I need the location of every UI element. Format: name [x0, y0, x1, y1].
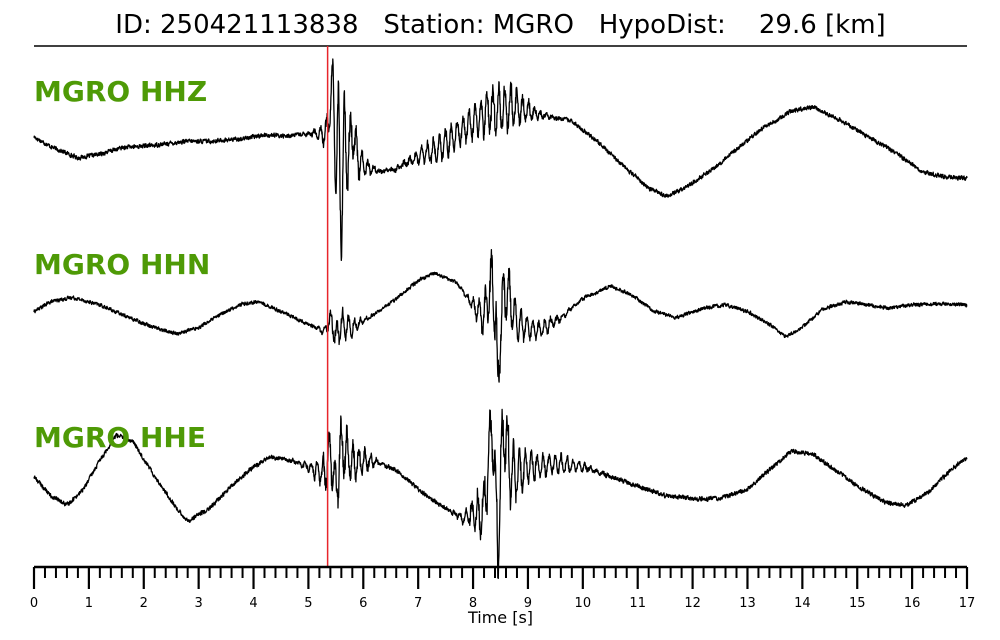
- hypodist-value: 29.6: [758, 10, 817, 40]
- x-tick-label: 14: [794, 596, 811, 611]
- waveform-trace-1: [33, 58, 968, 262]
- channel-label-3: MGRO HHE: [34, 421, 206, 454]
- x-tick-label: 13: [739, 596, 756, 611]
- station-code: MGRO: [492, 10, 574, 40]
- waveform-trace-2: [33, 249, 968, 383]
- x-tick-label: 12: [684, 596, 701, 611]
- x-tick-label: 6: [359, 596, 367, 611]
- station-label: Station:: [383, 10, 485, 40]
- x-tick-label: 4: [249, 596, 257, 611]
- channel-label-2: MGRO HHN: [34, 248, 210, 281]
- x-tick-label: 3: [195, 596, 203, 611]
- x-tick-label: 17: [959, 596, 976, 611]
- x-tick-label: 8: [469, 596, 477, 611]
- x-tick-label: 5: [304, 596, 312, 611]
- x-tick-label: 0: [30, 596, 38, 611]
- traces-layer: [33, 58, 968, 580]
- x-tick-label: 10: [575, 596, 592, 611]
- channel-label-1: MGRO HHZ: [34, 75, 207, 108]
- x-axis-title: Time [s]: [467, 608, 533, 627]
- x-tick-label: 9: [524, 596, 532, 611]
- figure-title: ID: 250421113838 Station: MGRO HypoDist:…: [34, 8, 967, 42]
- x-tick-label: 11: [629, 596, 646, 611]
- x-tick-label: 15: [849, 596, 866, 611]
- x-tick-label: 16: [904, 596, 921, 611]
- x-tick-label: 1: [85, 596, 93, 611]
- channel-labels: MGRO HHZ MGRO HHN MGRO HHE: [34, 75, 210, 454]
- hypodist-label: HypoDist:: [598, 10, 726, 40]
- event-id-label: ID:: [115, 10, 152, 40]
- event-id: 250421113838: [160, 10, 359, 40]
- x-tick-label: 2: [140, 596, 148, 611]
- hypodist-unit: [km]: [825, 10, 886, 40]
- x-tick-label: 7: [414, 596, 422, 611]
- waveform-trace-3: [33, 408, 968, 580]
